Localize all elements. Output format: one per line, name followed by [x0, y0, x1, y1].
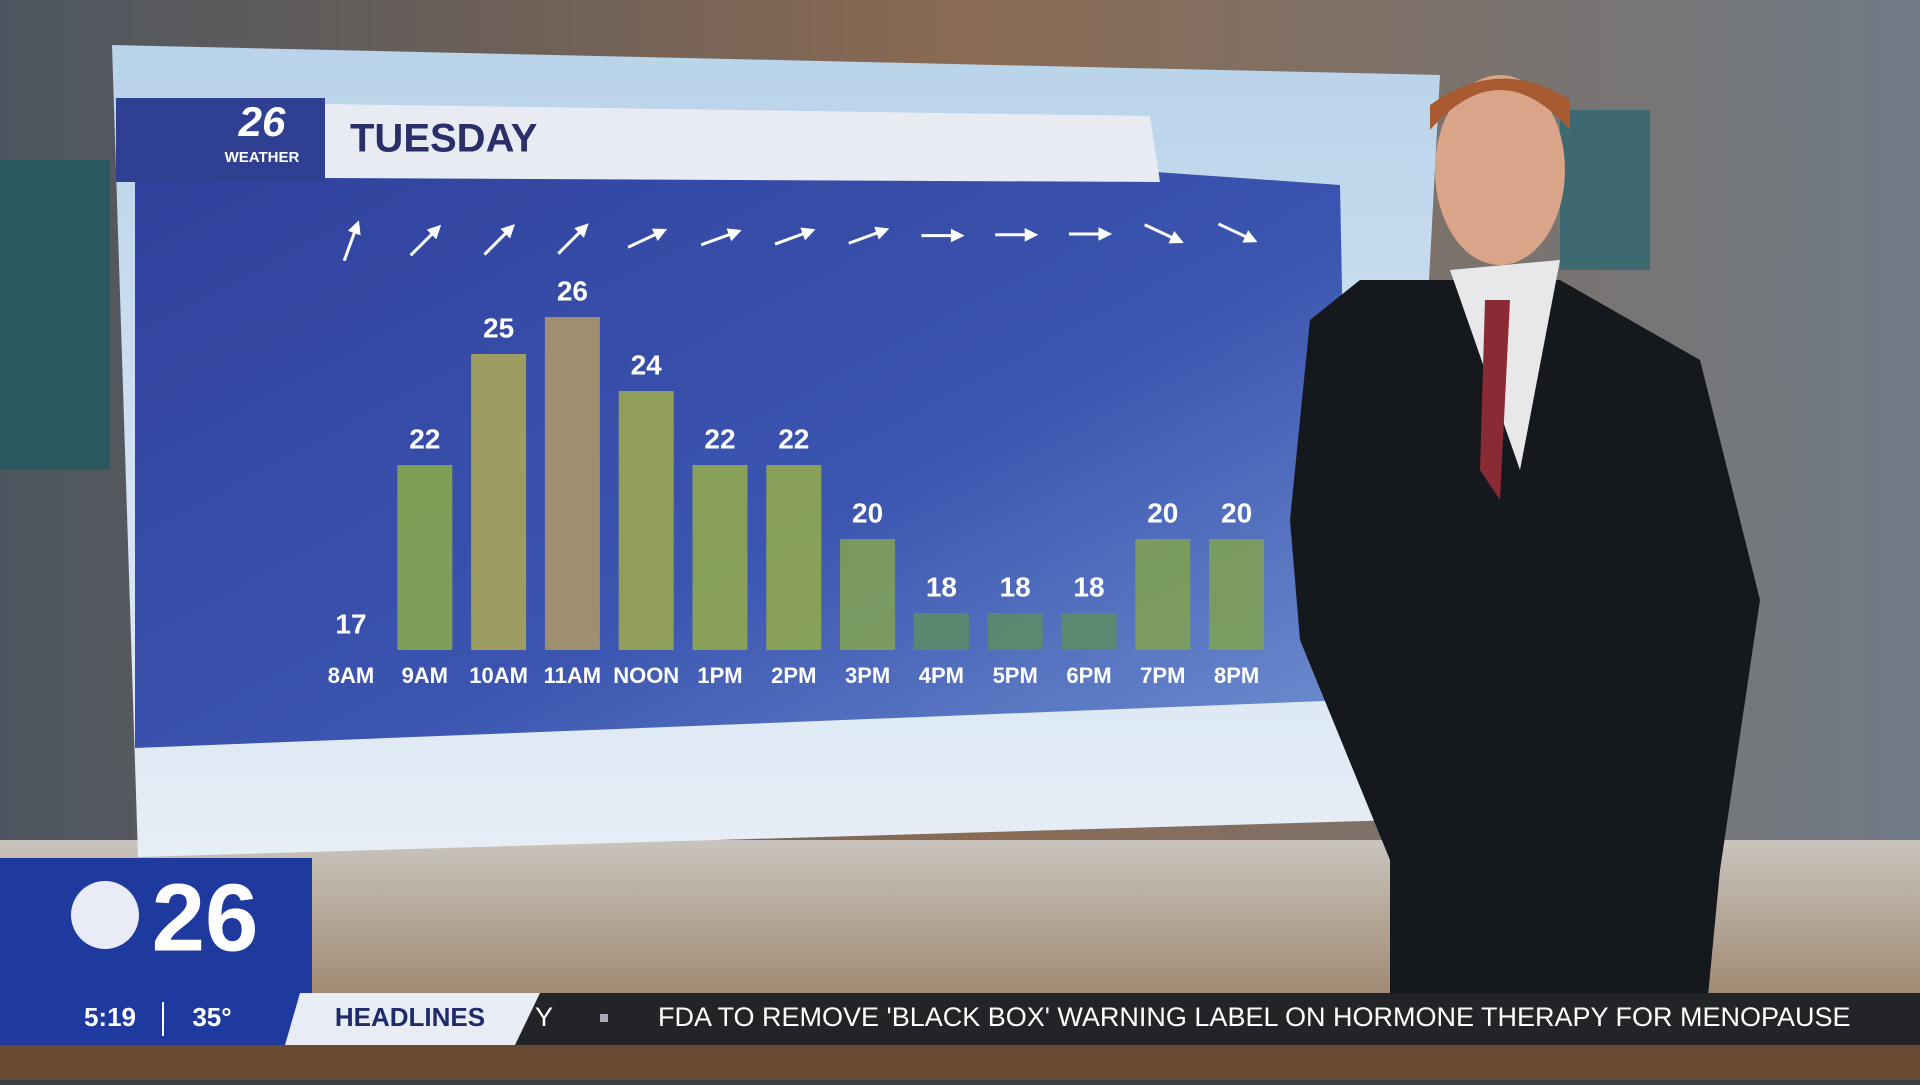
bar-group: 17 8AM 22 9AM 25 10AM 26 11AM 24 NOON 22 1PM 22 2PM 20… [328, 275, 1265, 688]
station-logo-icon [71, 881, 139, 949]
value-label: 25 [483, 312, 514, 343]
value-label: 26 [557, 275, 588, 306]
value-label: 24 [631, 349, 663, 380]
value-label: 22 [704, 423, 735, 454]
bar [692, 465, 748, 650]
ticker-section-box [285, 993, 540, 1045]
value-label: 18 [926, 571, 957, 602]
x-tick-label: 4PM [919, 663, 964, 688]
floor-strip [0, 1045, 1920, 1080]
x-tick-label: 5PM [993, 663, 1038, 688]
presenter-tie [1480, 300, 1510, 500]
wind-arrow [342, 220, 361, 262]
arrow-head [651, 228, 668, 241]
wind-arrow [1069, 227, 1113, 241]
ticker-bullet [600, 1014, 608, 1022]
x-tick-label: 7PM [1140, 663, 1185, 688]
wind-arrow [483, 224, 515, 256]
x-tick-label: 6PM [1066, 663, 1111, 688]
value-label: 22 [778, 423, 809, 454]
temperature: 35° [192, 1002, 231, 1032]
x-tick-label: 10AM [469, 663, 528, 688]
station-box [0, 858, 312, 993]
wind-arrow [627, 228, 668, 249]
bar [1209, 539, 1265, 650]
info-bar [0, 993, 300, 1045]
value-label: 17 [335, 608, 366, 639]
arrow-head [574, 223, 589, 238]
time: 5:19 [84, 1002, 136, 1032]
x-tick-label: 8AM [328, 663, 374, 688]
wind-arrow [557, 223, 589, 255]
bar [987, 613, 1043, 650]
arrow-head [500, 224, 515, 239]
bar [544, 317, 600, 650]
wind-arrow [774, 227, 816, 246]
chart-title: TUESDAY [350, 117, 538, 161]
side-panel [1560, 110, 1650, 270]
value-label: 20 [852, 497, 883, 528]
chart-panel [135, 100, 1350, 748]
bar [471, 354, 527, 650]
x-tick-label: 8PM [1214, 663, 1259, 688]
arrow-head [726, 228, 742, 242]
presenter-suit [1290, 280, 1760, 1080]
wind-arrow [409, 224, 442, 257]
arrow-head [950, 228, 965, 243]
value-label: 18 [1000, 571, 1031, 602]
arrow-head [426, 224, 442, 240]
x-tick-label: 1PM [697, 663, 742, 688]
bar [618, 391, 674, 650]
x-tick-label: 9AM [402, 663, 448, 688]
arrow-head [874, 226, 890, 240]
wind-arrows [342, 220, 1258, 262]
bar [766, 465, 822, 650]
x-tick-label: NOON [613, 663, 679, 688]
presenter-hair [1430, 78, 1570, 130]
weather-logo-label: WEATHER [225, 149, 300, 166]
value-label: 18 [1073, 571, 1104, 602]
value-label: 20 [1221, 497, 1252, 528]
value-label: 22 [409, 423, 440, 454]
bar [1061, 613, 1117, 650]
bar [1135, 539, 1191, 650]
arrow-head [347, 220, 361, 236]
wind-arrow [700, 228, 742, 247]
ticker-fragment: Y [535, 1002, 553, 1032]
weather-logo-number: 26 [238, 98, 286, 145]
wind-arrow [848, 226, 890, 245]
x-tick-label: 3PM [845, 663, 890, 688]
title-bar [325, 104, 1160, 182]
arrow-head [1168, 231, 1184, 244]
ticker-headline: FDA TO REMOVE 'BLACK BOX' WARNING LABEL … [658, 1002, 1851, 1032]
ticker-bar [300, 993, 1920, 1045]
arrow-head [1024, 227, 1039, 242]
wind-arrow [1144, 223, 1184, 244]
station-number: 26 [152, 864, 259, 971]
x-tick-label: 11AM [544, 663, 601, 688]
arrow-head [1242, 230, 1258, 243]
wind-arrow [995, 227, 1039, 242]
value-label: 20 [1147, 497, 1178, 528]
arrow-head [1098, 227, 1113, 241]
wind-arrow [921, 228, 965, 243]
ticker-section: HEADLINES [335, 1002, 485, 1032]
arrow-head [800, 227, 816, 241]
wind-arrow [1217, 222, 1258, 243]
side-panel [0, 160, 110, 470]
presenter-head [1435, 75, 1565, 265]
x-tick-label: 2PM [771, 663, 816, 688]
bar [913, 613, 969, 650]
bar [397, 465, 453, 650]
weather-logo-box [116, 98, 325, 182]
bar [840, 539, 896, 650]
